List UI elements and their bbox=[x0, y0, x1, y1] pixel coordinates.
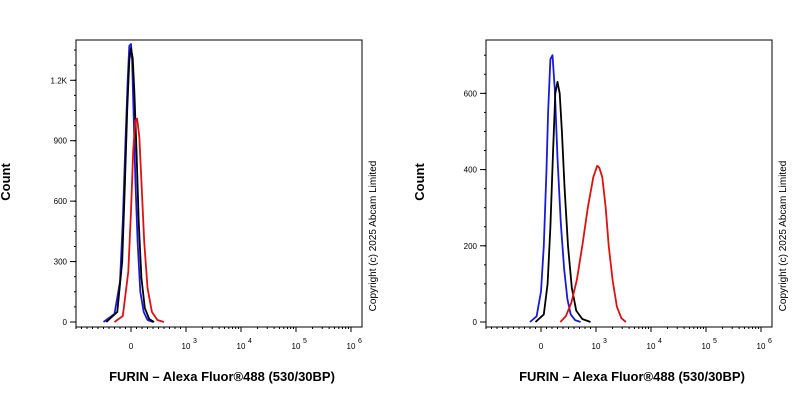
x-tick-label: 10 bbox=[237, 342, 246, 351]
x-tick-label: 10 bbox=[757, 342, 766, 351]
y-tick-label: 200 bbox=[464, 242, 478, 251]
y-tick-label: 600 bbox=[54, 197, 68, 206]
y-axis-title: Count bbox=[0, 163, 13, 201]
x-tick-exponent: 3 bbox=[193, 338, 197, 345]
y-axis-ticks: 0 300 600 900 1.2K bbox=[51, 49, 76, 327]
x-tick-label: 10 bbox=[347, 342, 356, 351]
series-layer bbox=[529, 54, 627, 323]
histogram-series-2 bbox=[105, 47, 155, 323]
copyright-watermark: Copyright (c) 2025 Abcam Limited bbox=[368, 161, 379, 312]
series-layer bbox=[102, 43, 165, 323]
histogram-series-3 bbox=[113, 117, 165, 323]
y-tick-label: 1.2K bbox=[51, 76, 68, 85]
x-tick-exponent: 4 bbox=[658, 338, 662, 345]
x-tick-label: 10 bbox=[182, 342, 191, 351]
y-tick-label: 0 bbox=[63, 318, 68, 327]
x-tick-exponent: 5 bbox=[303, 338, 307, 345]
x-axis-title: FURIN – Alexa Fluor®488 (530/30BP) bbox=[519, 369, 745, 384]
x-tick-exponent: 3 bbox=[603, 338, 607, 345]
x-tick-label: 10 bbox=[702, 342, 711, 351]
y-tick-label: 0 bbox=[473, 318, 478, 327]
y-tick-label: 600 bbox=[464, 89, 478, 98]
x-tick-exponent: 6 bbox=[768, 338, 772, 345]
x-tick-label: 10 bbox=[647, 342, 656, 351]
x-tick-exponent: 5 bbox=[713, 338, 717, 345]
x-tick-label: 0 bbox=[129, 342, 134, 351]
y-axis-title: Count bbox=[412, 163, 427, 201]
x-tick-label: 0 bbox=[539, 342, 544, 351]
histogram-series-3 bbox=[559, 164, 627, 323]
y-axis-ticks: 0 200 400 600 bbox=[464, 54, 486, 327]
x-tick-label: 10 bbox=[592, 342, 601, 351]
copyright-watermark: Copyright (c) 2025 Abcam Limited bbox=[778, 161, 789, 312]
x-tick-label: 10 bbox=[292, 342, 301, 351]
x-tick-exponent: 6 bbox=[358, 338, 362, 345]
x-tick-exponent: 4 bbox=[248, 338, 252, 345]
y-tick-label: 400 bbox=[464, 166, 478, 175]
y-tick-label: 900 bbox=[54, 137, 68, 146]
histogram-series-2 bbox=[534, 81, 591, 323]
plot-frame bbox=[485, 39, 773, 328]
y-tick-label: 300 bbox=[54, 258, 68, 267]
x-axis-title: FURIN – Alexa Fluor®488 (530/30BP) bbox=[109, 369, 335, 384]
